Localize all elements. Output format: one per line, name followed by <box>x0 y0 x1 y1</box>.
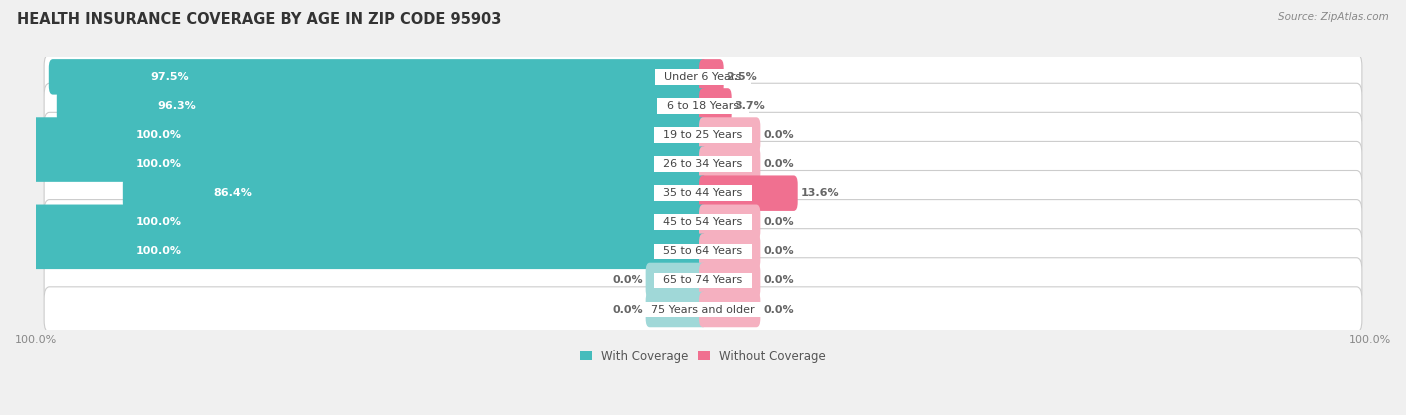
Text: 100.0%: 100.0% <box>136 130 183 140</box>
FancyBboxPatch shape <box>44 54 1362 100</box>
Text: 65 to 74 Years: 65 to 74 Years <box>657 276 749 286</box>
FancyBboxPatch shape <box>699 117 761 153</box>
FancyBboxPatch shape <box>122 176 707 211</box>
FancyBboxPatch shape <box>32 205 707 240</box>
FancyBboxPatch shape <box>44 229 1362 274</box>
Text: 86.4%: 86.4% <box>214 188 252 198</box>
Text: 0.0%: 0.0% <box>763 217 793 227</box>
Text: 0.0%: 0.0% <box>763 130 793 140</box>
FancyBboxPatch shape <box>44 258 1362 303</box>
FancyBboxPatch shape <box>699 205 761 240</box>
Legend: With Coverage, Without Coverage: With Coverage, Without Coverage <box>575 345 831 368</box>
Text: 19 to 25 Years: 19 to 25 Years <box>657 130 749 140</box>
FancyBboxPatch shape <box>699 146 761 182</box>
Text: 0.0%: 0.0% <box>763 305 793 315</box>
Text: 13.6%: 13.6% <box>800 188 839 198</box>
Text: 2.5%: 2.5% <box>727 72 756 82</box>
FancyBboxPatch shape <box>44 112 1362 158</box>
FancyBboxPatch shape <box>32 146 707 182</box>
FancyBboxPatch shape <box>699 234 761 269</box>
FancyBboxPatch shape <box>699 292 761 327</box>
FancyBboxPatch shape <box>699 88 731 124</box>
FancyBboxPatch shape <box>44 142 1362 187</box>
Text: 6 to 18 Years: 6 to 18 Years <box>659 101 747 111</box>
Text: HEALTH INSURANCE COVERAGE BY AGE IN ZIP CODE 95903: HEALTH INSURANCE COVERAGE BY AGE IN ZIP … <box>17 12 502 27</box>
Text: 100.0%: 100.0% <box>136 159 183 169</box>
FancyBboxPatch shape <box>44 83 1362 129</box>
FancyBboxPatch shape <box>44 287 1362 332</box>
Text: 0.0%: 0.0% <box>763 276 793 286</box>
Text: 75 Years and older: 75 Years and older <box>644 305 762 315</box>
Text: 3.7%: 3.7% <box>734 101 765 111</box>
FancyBboxPatch shape <box>32 234 707 269</box>
Text: 0.0%: 0.0% <box>613 305 643 315</box>
FancyBboxPatch shape <box>56 88 707 124</box>
FancyBboxPatch shape <box>49 59 707 95</box>
Text: 96.3%: 96.3% <box>157 101 195 111</box>
FancyBboxPatch shape <box>44 200 1362 245</box>
Text: 100.0%: 100.0% <box>136 247 183 256</box>
Text: 0.0%: 0.0% <box>763 247 793 256</box>
Text: Source: ZipAtlas.com: Source: ZipAtlas.com <box>1278 12 1389 22</box>
Text: Under 6 Years: Under 6 Years <box>658 72 748 82</box>
FancyBboxPatch shape <box>645 263 707 298</box>
FancyBboxPatch shape <box>645 292 707 327</box>
Text: 55 to 64 Years: 55 to 64 Years <box>657 247 749 256</box>
Text: 97.5%: 97.5% <box>150 72 188 82</box>
FancyBboxPatch shape <box>699 59 724 95</box>
Text: 35 to 44 Years: 35 to 44 Years <box>657 188 749 198</box>
Text: 26 to 34 Years: 26 to 34 Years <box>657 159 749 169</box>
Text: 0.0%: 0.0% <box>763 159 793 169</box>
Text: 45 to 54 Years: 45 to 54 Years <box>657 217 749 227</box>
Text: 100.0%: 100.0% <box>136 217 183 227</box>
Text: 0.0%: 0.0% <box>613 276 643 286</box>
FancyBboxPatch shape <box>32 117 707 153</box>
FancyBboxPatch shape <box>699 176 797 211</box>
FancyBboxPatch shape <box>699 263 761 298</box>
FancyBboxPatch shape <box>44 171 1362 216</box>
